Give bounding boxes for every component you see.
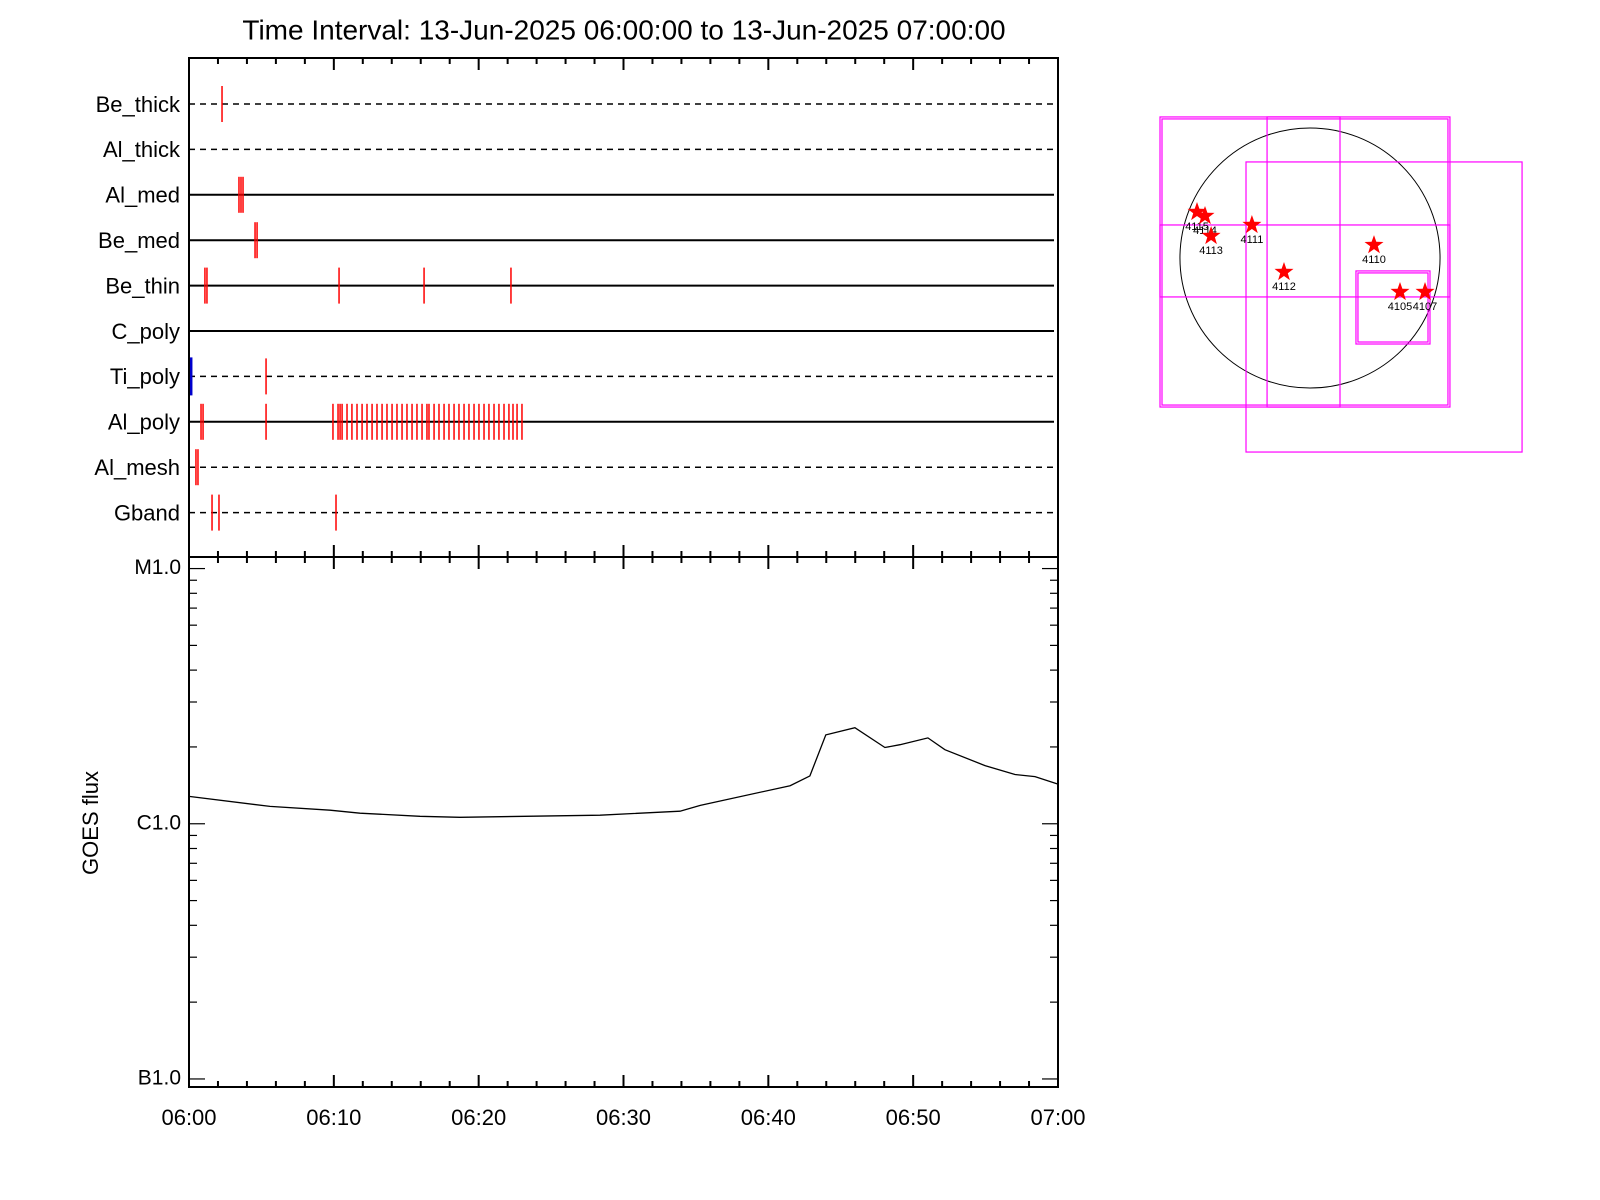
fov-box <box>1159 116 1451 408</box>
x-tick-label: 06:10 <box>306 1105 361 1130</box>
y-tick-label: M1.0 <box>134 556 181 579</box>
region-star <box>1364 235 1384 254</box>
row-label: Be_med <box>98 228 180 253</box>
region-label: 4107 <box>1413 301 1437 313</box>
panel-frame <box>188 556 1059 1088</box>
fov-box <box>1245 161 1523 453</box>
fov-box <box>1357 272 1429 343</box>
x-tick-label: 06:50 <box>886 1105 941 1130</box>
fov-box <box>1159 224 1451 298</box>
row-label: C_poly <box>112 319 180 344</box>
x-tick-label: 07:00 <box>1030 1105 1085 1130</box>
special-mark <box>188 357 193 396</box>
flux-line <box>188 727 1059 818</box>
region-star <box>1415 282 1435 301</box>
panel-frame <box>188 57 1059 558</box>
fov-box <box>1266 116 1341 408</box>
y-tick-label: C1.0 <box>137 811 181 834</box>
region-label: 4115 <box>1185 221 1209 233</box>
x-tick-label: 06:00 <box>161 1105 216 1130</box>
row-label: Al_thick <box>103 137 181 162</box>
y-tick-label: B1.0 <box>138 1067 181 1090</box>
y-axis-label: GOES flux <box>78 771 103 875</box>
row-label: Gband <box>114 500 180 525</box>
row-label: Al_mesh <box>94 455 180 480</box>
region-star <box>1195 206 1215 225</box>
region-star <box>1274 262 1294 281</box>
row-label: Al_med <box>105 183 180 208</box>
region-star <box>1187 202 1207 221</box>
region-star <box>1242 215 1262 234</box>
region-star <box>1390 282 1410 301</box>
fov-box <box>1355 270 1431 345</box>
row-label: Be_thin <box>105 273 180 298</box>
region-label: 4111 <box>1241 234 1264 246</box>
row-label: Al_poly <box>108 410 180 435</box>
solar-disk <box>1179 127 1441 389</box>
region-label: 4105 <box>1388 301 1412 313</box>
region-label: 4112 <box>1272 281 1296 293</box>
region-star <box>1201 226 1221 245</box>
region-label: 4113 <box>1199 245 1223 257</box>
region-label: 4110 <box>1362 254 1386 266</box>
x-tick-label: 06:20 <box>451 1105 506 1130</box>
row-label: Ti_poly <box>110 364 180 389</box>
row-label: Be_thick <box>96 92 181 117</box>
x-tick-label: 06:30 <box>596 1105 651 1130</box>
chart-title: Time Interval: 13-Jun-2025 06:00:00 to 1… <box>242 14 1005 45</box>
x-tick-label: 06:40 <box>741 1105 796 1130</box>
fov-box <box>1161 118 1449 406</box>
